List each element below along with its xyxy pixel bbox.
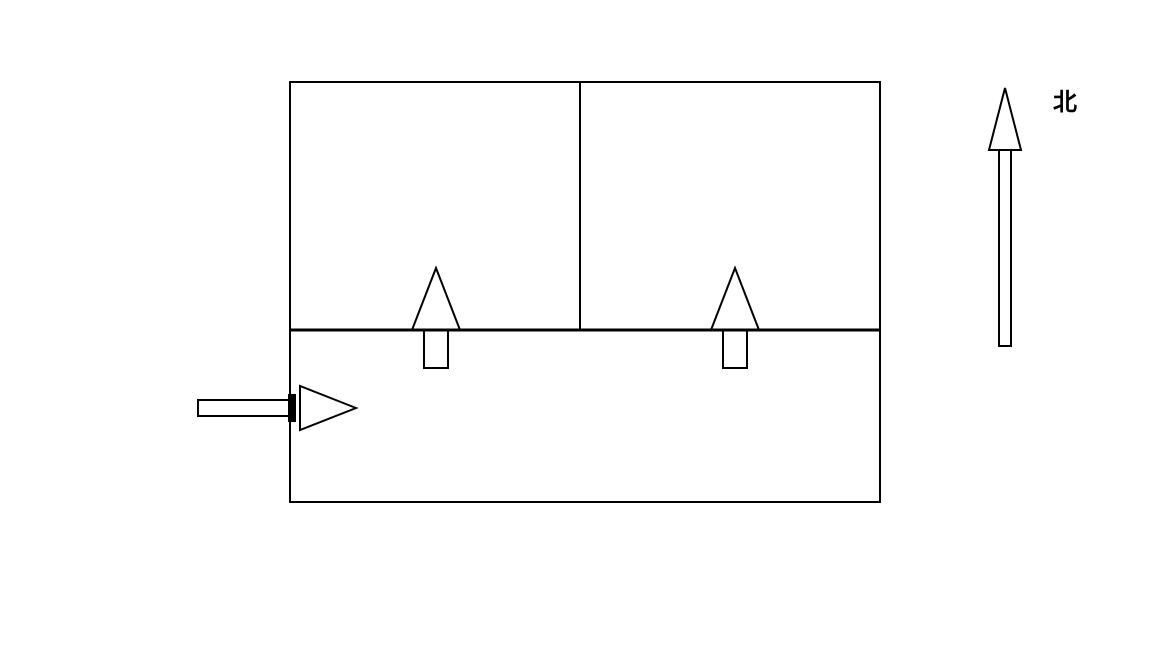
right-arrow-shaft <box>198 400 296 416</box>
diagram-canvas <box>0 0 1152 648</box>
north-label: 北 <box>1053 82 1077 117</box>
north-arrow-head-icon <box>989 88 1021 150</box>
right-arrow-head <box>300 386 356 430</box>
up-arrow-body-0 <box>424 330 448 368</box>
up-arrow-head-0 <box>412 268 460 330</box>
up-arrow-body-1 <box>723 330 747 368</box>
north-arrow-shaft <box>999 150 1011 346</box>
up-arrow-head-1 <box>711 268 759 330</box>
outer-rect <box>290 82 880 502</box>
